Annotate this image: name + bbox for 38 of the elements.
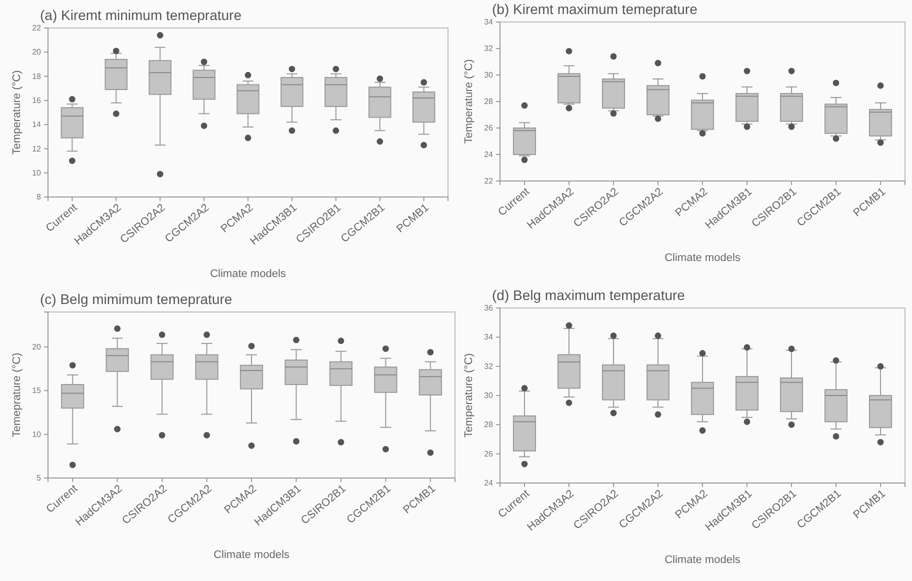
y-tick-label: 5 — [36, 474, 42, 483]
y-axis-title: Temperature (°C) — [463, 59, 475, 144]
y-tick-label: 30 — [484, 70, 494, 80]
y-tick-label: 22 — [484, 176, 494, 186]
x-axis-title: Climate models — [210, 268, 286, 280]
y-tick-label: 8 — [36, 192, 42, 202]
y-tick-label: 26 — [484, 449, 494, 458]
y-tick-label: 20 — [32, 342, 42, 352]
y-tick-label: 24 — [484, 478, 494, 488]
x-axis-title: Climate models — [214, 549, 290, 561]
chart-title: (c) Belg mimimum temeprature — [40, 291, 232, 307]
y-tick-label: 22 — [32, 24, 42, 33]
y-axis-title: Temperature (°C) — [11, 70, 23, 155]
y-tick-label: 28 — [484, 420, 494, 430]
y-tick-label: 30 — [484, 391, 494, 400]
y-tick-label: 32 — [484, 362, 494, 371]
y-axis-title: Temeprature (°C) — [11, 352, 23, 438]
chart-title: (a) Kiremt minimum temeprature — [40, 7, 242, 23]
y-tick-label: 36 — [484, 304, 494, 313]
y-tick-label: 15 — [32, 386, 42, 396]
y-tick-label: 10 — [32, 168, 42, 178]
y-tick-label: 18 — [32, 72, 42, 81]
y-tick-label: 16 — [32, 96, 42, 105]
y-tick-label: 12 — [32, 144, 42, 154]
y-tick-label: 28 — [484, 97, 494, 106]
chart-title: (b) Kiremt maximum temeprature — [492, 1, 698, 17]
y-tick-label: 26 — [484, 124, 494, 133]
x-axis-title: Climate models — [664, 554, 741, 566]
y-tick-label: 24 — [484, 150, 494, 160]
y-axis-title: Temperature (°C) — [463, 353, 475, 438]
y-tick-label: 34 — [484, 18, 494, 27]
y-tick-label: 20 — [32, 48, 42, 57]
y-tick-label: 10 — [32, 430, 42, 439]
y-tick-label: 14 — [32, 120, 42, 130]
y-tick-label: 32 — [484, 44, 494, 54]
chart-title: (d) Belg maximum temperature — [492, 287, 686, 303]
y-tick-label: 34 — [484, 332, 494, 342]
x-axis-title: Climate models — [664, 252, 741, 264]
